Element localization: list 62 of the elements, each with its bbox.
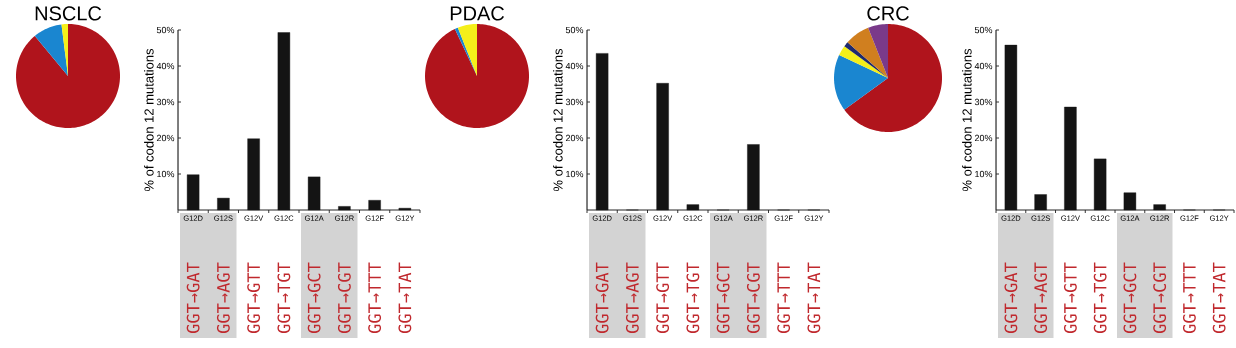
bar	[338, 206, 351, 211]
chart-title: NSCLC	[35, 6, 102, 21]
chart-title: CRC	[867, 6, 909, 21]
text: GGT→TGT	[277, 262, 291, 333]
y-tick-label: 40%	[156, 62, 175, 70]
chart-title: PDAC	[450, 6, 505, 21]
text: GGT→GCT	[716, 262, 730, 333]
text: GGT→GAT	[186, 262, 200, 333]
text: GGT→GCT	[1123, 262, 1137, 333]
text: GGT→TTT	[368, 262, 382, 333]
bar	[1123, 192, 1137, 211]
text: GGT→TGT	[1093, 262, 1107, 333]
y-tick-label: 30%	[156, 98, 175, 106]
bar	[217, 197, 230, 211]
y-tick-label: 10%	[566, 170, 584, 178]
y-tick-label: 30%	[974, 98, 993, 106]
text: GGT→CGT	[337, 262, 351, 333]
text: GGT→CGT	[746, 262, 760, 333]
y-axis-title: % of codon 12 mutations	[144, 48, 154, 192]
y-tick-label: 40%	[565, 62, 584, 70]
text: GGT→GAT	[1004, 262, 1018, 333]
text: GGT→GAT	[595, 262, 609, 333]
text: GGT→AGT	[1034, 262, 1048, 333]
bar	[595, 53, 609, 211]
y-tick-label: 50%	[974, 26, 993, 34]
y-tick-label: 20%	[565, 134, 584, 142]
y-axis-title: % of codon 12 mutations	[553, 48, 563, 192]
y-tick-label: 30%	[565, 98, 584, 106]
bar	[1064, 106, 1077, 211]
y-tick-label: 20%	[156, 134, 175, 142]
bar	[368, 200, 381, 211]
text: GGT→AGT	[216, 262, 230, 333]
text: GGT→TAT	[1212, 262, 1226, 333]
bar	[1034, 194, 1047, 211]
y-axis-title: % of codon 12 mutations	[962, 48, 972, 192]
y-tick-label: 20%	[974, 134, 993, 142]
bar	[186, 174, 200, 211]
text: GGT→GTT	[656, 262, 670, 333]
text: GGT→TGT	[686, 262, 700, 333]
text: GGT→GTT	[1063, 262, 1077, 333]
text: GGT→AGT	[625, 262, 639, 333]
y-tick-label: 40%	[974, 62, 993, 70]
bar	[1004, 44, 1018, 211]
text: GGT→TTT	[1182, 262, 1196, 333]
bar	[1093, 158, 1107, 211]
text: GGT→TTT	[777, 262, 791, 333]
bar	[307, 176, 321, 211]
bar	[656, 83, 669, 211]
text: GGT→GCT	[307, 262, 321, 333]
y-tick-label: 50%	[156, 26, 175, 34]
bar	[686, 204, 700, 211]
bar	[277, 32, 291, 211]
text: GGT→CGT	[1153, 262, 1167, 333]
bar	[247, 138, 260, 211]
text: GGT→TAT	[398, 262, 412, 333]
y-tick-label: 10%	[975, 170, 993, 178]
bar	[1153, 204, 1166, 211]
text: GGT→GTT	[247, 262, 261, 333]
bar	[747, 144, 760, 211]
y-tick-label: 10%	[157, 170, 175, 178]
text: GGT→TAT	[807, 262, 821, 333]
y-tick-label: 50%	[565, 26, 584, 34]
